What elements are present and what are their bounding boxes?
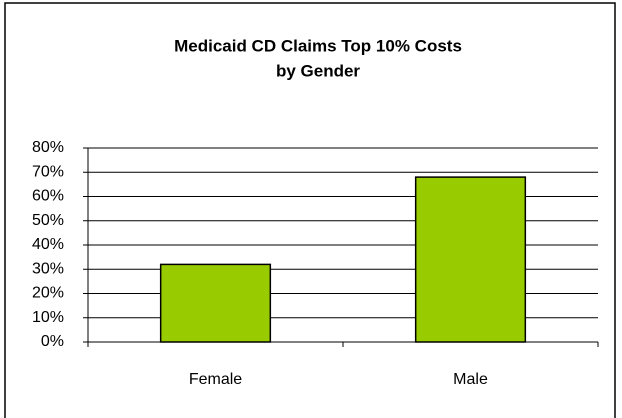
y-tick-label: 70%: [32, 163, 64, 180]
y-tick-label: 30%: [32, 260, 64, 277]
y-tick-label: 60%: [32, 188, 64, 205]
y-tick-label: 0%: [41, 333, 64, 350]
chart-title: Medicaid CD Claims Top 10% Costs: [174, 36, 462, 55]
x-tick-label: Female: [189, 371, 242, 388]
y-tick-label: 40%: [32, 236, 64, 253]
y-tick-label: 50%: [32, 212, 64, 229]
y-tick-label: 80%: [32, 139, 64, 156]
y-tick-label: 20%: [32, 285, 64, 302]
bar: [414, 176, 527, 343]
y-tick-label: 10%: [32, 309, 64, 326]
chart-title: by Gender: [276, 61, 360, 80]
x-tick-label: Male: [453, 371, 488, 388]
bar: [159, 263, 272, 343]
